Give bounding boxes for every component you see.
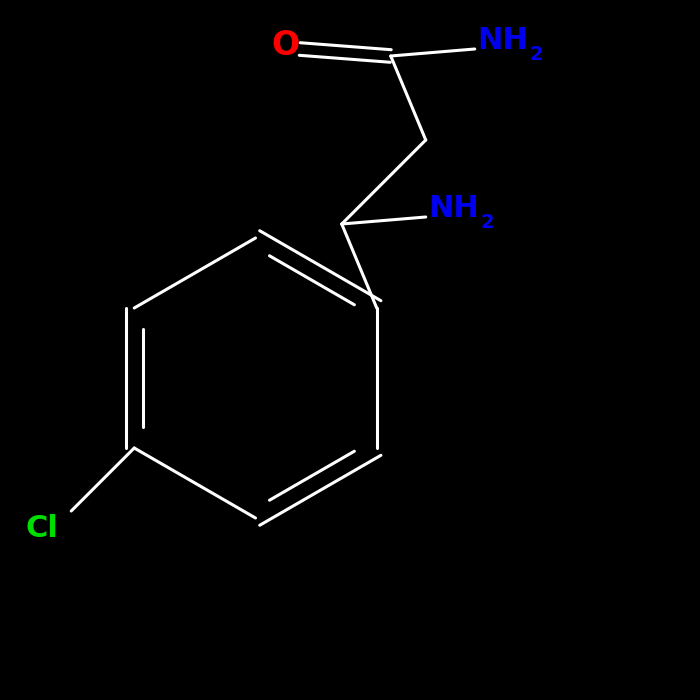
Text: 2: 2	[480, 213, 494, 232]
Text: O: O	[272, 29, 300, 62]
Text: Cl: Cl	[25, 514, 58, 543]
Text: 2: 2	[529, 45, 543, 64]
Text: NH: NH	[477, 26, 528, 55]
Text: NH: NH	[428, 194, 480, 223]
